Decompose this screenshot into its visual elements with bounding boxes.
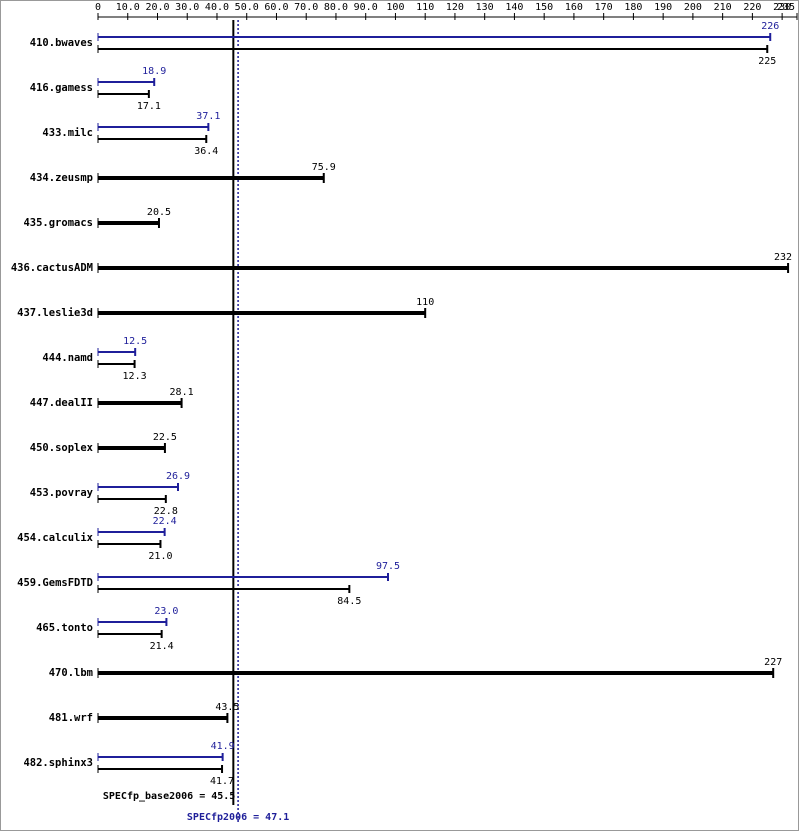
value-label: 18.9 (142, 66, 166, 77)
value-label: 22.8 (154, 506, 178, 517)
x-tick-label: 130 (476, 2, 494, 13)
x-tick-label: 220 (743, 2, 761, 13)
category-label: 434.zeusmp (30, 172, 93, 184)
value-label: 226 (761, 21, 779, 32)
value-label: 22.5 (153, 432, 177, 443)
value-label: 20.5 (147, 207, 171, 218)
category-label: 482.sphinx3 (23, 757, 93, 769)
value-label: 22.4 (153, 516, 177, 527)
category-label: 453.povray (30, 487, 94, 499)
value-label: 36.4 (194, 146, 218, 157)
x-tick-label: 0 (95, 2, 101, 13)
category-label: 433.milc (42, 127, 93, 139)
category-label: 416.gamess (30, 82, 93, 94)
value-label: 43.5 (215, 702, 239, 713)
x-tick-label: 180 (624, 2, 642, 13)
value-label: 41.9 (211, 741, 235, 752)
x-tick-label: 20.0 (145, 2, 169, 13)
category-label: 450.soplex (30, 442, 94, 454)
x-tick-label: 210 (714, 2, 732, 13)
x-tick-label: 40.0 (205, 2, 229, 13)
value-label: 12.3 (123, 371, 147, 382)
category-label: 454.calculix (17, 532, 94, 544)
x-tick-label: 90.0 (354, 2, 378, 13)
x-tick-label: 110 (416, 2, 434, 13)
category-label: 470.lbm (49, 667, 93, 679)
value-label: 227 (764, 657, 782, 668)
category-label: 481.wrf (49, 712, 93, 724)
x-tick-label: 100 (386, 2, 404, 13)
reference-label: SPECfp2006 = 47.1 (187, 812, 289, 823)
category-label: 465.tonto (36, 622, 93, 634)
category-label: 459.GemsFDTD (17, 577, 93, 589)
value-label: 12.5 (123, 336, 147, 347)
x-tick-label: 120 (446, 2, 464, 13)
reference-label: SPECfp_base2006 = 45.5 (103, 791, 235, 802)
value-label: 23.0 (154, 606, 178, 617)
x-tick-label: 235 (777, 2, 795, 13)
value-label: 28.1 (170, 387, 194, 398)
category-label: 435.gromacs (23, 217, 93, 229)
value-label: 21.0 (148, 551, 172, 562)
value-label: 21.4 (150, 641, 174, 652)
value-label: 225 (758, 56, 776, 67)
x-tick-label: 10.0 (116, 2, 140, 13)
x-tick-label: 150 (535, 2, 553, 13)
category-label: 437.leslie3d (17, 307, 93, 319)
value-label: 84.5 (337, 596, 361, 607)
x-tick-label: 160 (565, 2, 583, 13)
x-tick-label: 70.0 (294, 2, 318, 13)
x-tick-label: 80.0 (324, 2, 348, 13)
x-tick-label: 170 (595, 2, 613, 13)
value-label: 97.5 (376, 561, 400, 572)
x-tick-label: 30.0 (175, 2, 199, 13)
x-tick-label: 60.0 (264, 2, 288, 13)
value-label: 75.9 (312, 162, 336, 173)
value-label: 37.1 (196, 111, 220, 122)
value-label: 26.9 (166, 471, 190, 482)
category-label: 444.namd (42, 352, 93, 364)
value-label: 110 (416, 297, 434, 308)
value-label: 41.7 (210, 776, 234, 787)
x-tick-label: 190 (654, 2, 672, 13)
category-label: 436.cactusADM (11, 262, 93, 274)
value-label: 17.1 (137, 101, 161, 112)
category-label: 447.dealII (30, 397, 93, 409)
x-tick-label: 230 (773, 2, 791, 13)
x-tick-label: 140 (505, 2, 523, 13)
x-tick-label: 50.0 (235, 2, 259, 13)
category-label: 410.bwaves (30, 37, 93, 49)
value-label: 232 (774, 252, 792, 263)
x-tick-label: 200 (684, 2, 702, 13)
